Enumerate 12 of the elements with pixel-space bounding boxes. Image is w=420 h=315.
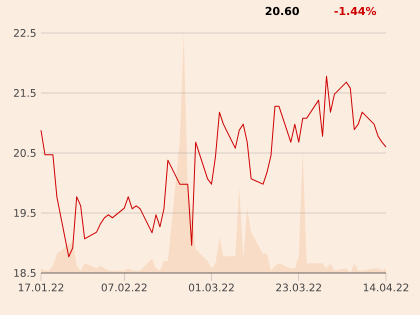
x-tick-label: 14.04.22 bbox=[364, 284, 408, 292]
y-tick-label: 22.5 bbox=[14, 29, 36, 37]
x-tick-label: 17.01.22 bbox=[18, 284, 64, 292]
text: 20.60 bbox=[266, 6, 299, 16]
y-tick-label: 18.5 bbox=[14, 269, 36, 277]
text: -1.44% bbox=[334, 6, 376, 16]
y-tick-label: 19.5 bbox=[14, 209, 36, 217]
y-tick-label: 21.5 bbox=[14, 89, 36, 97]
y-tick-label: 20.5 bbox=[14, 149, 36, 157]
x-tick-label: 07.02.22 bbox=[102, 284, 147, 292]
x-tick-label: 01.03.22 bbox=[188, 284, 234, 292]
x-tick-label: 23.03.22 bbox=[276, 284, 321, 292]
